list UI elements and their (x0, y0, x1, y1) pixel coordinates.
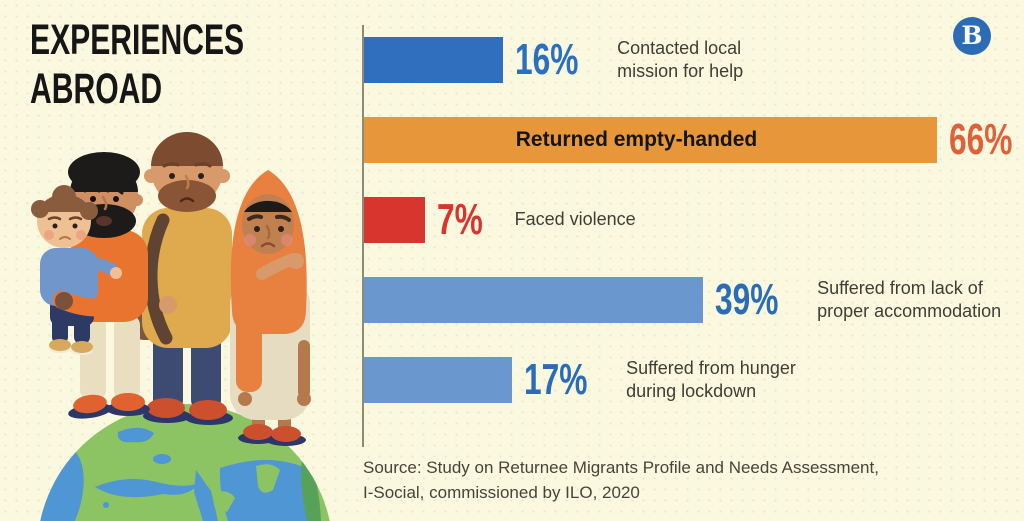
man-hair (151, 132, 223, 166)
bar-row: 16% Contacted local mission for help (364, 20, 1024, 100)
globe-water-europe (117, 427, 154, 443)
bar-row: 17% Suffered from hunger during lockdown (364, 340, 1024, 420)
child-figure (31, 185, 145, 355)
bar-inline-label: Returned empty-handed (515, 128, 758, 151)
backpack-strap (144, 213, 173, 345)
bar-row: Returned empty-handed 66% (364, 100, 1024, 180)
bar-category-label: Contacted local mission for help (617, 37, 744, 81)
bar-row: 7% Faced violence (364, 180, 1024, 260)
bar-category-label: Suffered from hunger during lockdown (626, 357, 796, 401)
bar-value-label: 17% (524, 355, 588, 404)
bar-chart-rows: 16% Contacted local mission for help Ret… (364, 20, 1024, 420)
bar-row: 39% Suffered from lack of proper accommo… (364, 260, 1024, 340)
source-note: Source: Study on Returnee Migrants Profi… (363, 458, 879, 502)
bar-category-label: Faced violence (514, 209, 636, 230)
woman-figure (230, 170, 311, 446)
bar-chart: 16% Contacted local mission for help Ret… (362, 25, 1024, 447)
logo-monogram-icon: B (961, 20, 983, 50)
bar (364, 277, 703, 323)
bar (364, 357, 512, 403)
globe-water-red-sea (194, 470, 218, 521)
family-on-globe-illustration (31, 132, 330, 521)
globe-water-mediterranean (95, 478, 199, 498)
bar: Returned empty-handed (364, 117, 937, 163)
father-arm (53, 289, 145, 317)
man-figure (126, 132, 272, 425)
bar-value-label: 7% (437, 195, 483, 244)
bar-value-label: 39% (715, 275, 779, 324)
globe-land-india (256, 464, 280, 493)
bar (364, 197, 425, 243)
globe-dark-band (301, 452, 321, 521)
bar-value-label: 16% (515, 35, 579, 84)
globe-water-left (37, 446, 84, 521)
man-beard (158, 180, 216, 212)
bar-category-label: Suffered from lack of proper accommodati… (817, 277, 1002, 321)
bar (364, 37, 503, 83)
woman-hair (244, 200, 292, 212)
publisher-logo: B (953, 17, 991, 55)
page-title: EXPERIENCES ABROAD (30, 16, 245, 114)
bar-value-label: 66% (949, 115, 1013, 164)
